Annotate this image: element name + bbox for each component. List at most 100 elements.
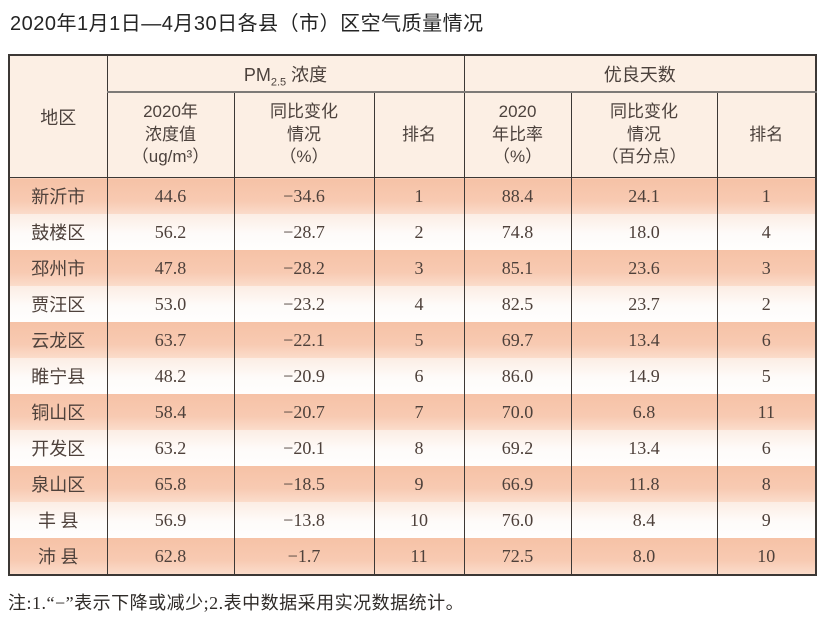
- cell-good-rate: 66.9: [463, 466, 572, 502]
- cell-pm-rank: 7: [373, 394, 465, 430]
- cell-good-rank: 8: [716, 466, 817, 502]
- cell-pm-change: −20.1: [233, 430, 375, 466]
- table-row: 沛 县 62.8 −1.7 11 72.5 8.0 10: [8, 538, 817, 575]
- cell-good-rank: 6: [716, 322, 817, 358]
- cell-pm-value: 44.6: [106, 177, 235, 214]
- cell-pm-rank: 1: [373, 177, 465, 214]
- cell-good-change: 23.6: [570, 250, 718, 286]
- cell-good-change: 18.0: [570, 214, 718, 250]
- cell-good-rate: 82.5: [463, 286, 572, 322]
- cell-good-change: 14.9: [570, 358, 718, 394]
- cell-good-rate: 76.0: [463, 502, 572, 538]
- cell-pm-rank: 9: [373, 466, 465, 502]
- cell-pm-rank: 3: [373, 250, 465, 286]
- table-row: 铜山区 58.4 −20.7 7 70.0 6.8 11: [8, 394, 817, 430]
- cell-good-rank: 9: [716, 502, 817, 538]
- cell-pm-rank: 10: [373, 502, 465, 538]
- table-row: 开发区 63.2 −20.1 8 69.2 13.4 6: [8, 430, 817, 466]
- cell-good-rank: 5: [716, 358, 817, 394]
- cell-region: 泉山区: [8, 466, 108, 502]
- column-header-good-rate: 2020 年比率 （%）: [463, 91, 572, 178]
- cell-pm-value: 53.0: [106, 286, 235, 322]
- cell-pm-rank: 4: [373, 286, 465, 322]
- cell-pm-change: −1.7: [233, 538, 375, 575]
- cell-good-change: 23.7: [570, 286, 718, 322]
- cell-good-rank: 11: [716, 394, 817, 430]
- cell-good-rank: 10: [716, 538, 817, 575]
- cell-region: 贾汪区: [8, 286, 108, 322]
- cell-pm-value: 56.2: [106, 214, 235, 250]
- table-row: 睢宁县 48.2 −20.9 6 86.0 14.9 5: [8, 358, 817, 394]
- cell-good-change: 13.4: [570, 430, 718, 466]
- cell-good-rank: 2: [716, 286, 817, 322]
- cell-region: 邳州市: [8, 250, 108, 286]
- cell-pm-change: −20.7: [233, 394, 375, 430]
- cell-region: 丰 县: [8, 502, 108, 538]
- column-header-good-change: 同比变化 情况 （百分点）: [570, 91, 718, 178]
- cell-pm-value: 56.9: [106, 502, 235, 538]
- table-row: 贾汪区 53.0 −23.2 4 82.5 23.7 2: [8, 286, 817, 322]
- cell-pm-value: 62.8: [106, 538, 235, 575]
- cell-pm-rank: 6: [373, 358, 465, 394]
- cell-pm-change: −22.1: [233, 322, 375, 358]
- cell-pm-rank: 2: [373, 214, 465, 250]
- cell-region: 沛 县: [8, 538, 108, 575]
- table-row: 泉山区 65.8 −18.5 9 66.9 11.8 8: [8, 466, 817, 502]
- table-body: 新沂市 44.6 −34.6 1 88.4 24.1 1 鼓楼区 56.2 −2…: [8, 177, 817, 575]
- pm-label-subscript: 2.5: [270, 76, 287, 89]
- header-sub-row: 2020年 浓度值 （ug/m³） 同比变化 情况 （%） 排名 2020 年比…: [9, 91, 817, 178]
- cell-good-rate: 86.0: [463, 358, 572, 394]
- column-group-good-days: 优良天数: [463, 54, 817, 93]
- cell-region: 铜山区: [8, 394, 108, 430]
- table-header: 地区 PM2.5 浓度 优良天数 2020年 浓度值 （ug/m³） 同比变化 …: [8, 54, 817, 178]
- pm-label-prefix: PM: [243, 64, 271, 85]
- cell-pm-change: −28.2: [233, 250, 375, 286]
- table-row: 新沂市 44.6 −34.6 1 88.4 24.1 1: [8, 177, 817, 214]
- column-header-good-rank: 排名: [716, 91, 817, 178]
- cell-pm-change: −13.8: [233, 502, 375, 538]
- cell-pm-change: −18.5: [233, 466, 375, 502]
- cell-good-rate: 74.8: [463, 214, 572, 250]
- cell-good-change: 11.8: [570, 466, 718, 502]
- cell-pm-change: −28.7: [233, 214, 375, 250]
- column-header-pm-value: 2020年 浓度值 （ug/m³）: [106, 91, 235, 178]
- cell-pm-change: −20.9: [233, 358, 375, 394]
- cell-pm-rank: 11: [373, 538, 465, 575]
- cell-pm-value: 58.4: [106, 394, 235, 430]
- cell-good-change: 8.4: [570, 502, 718, 538]
- cell-region: 开发区: [8, 430, 108, 466]
- table-row: 鼓楼区 56.2 −28.7 2 74.8 18.0 4: [8, 214, 817, 250]
- cell-good-rank: 4: [716, 214, 817, 250]
- cell-pm-change: −23.2: [233, 286, 375, 322]
- cell-good-rate: 72.5: [463, 538, 572, 575]
- table-row: 云龙区 63.7 −22.1 5 69.7 13.4 6: [8, 322, 817, 358]
- cell-good-change: 24.1: [570, 177, 718, 214]
- cell-pm-change: −34.6: [233, 177, 375, 214]
- cell-good-rate: 69.7: [463, 322, 572, 358]
- column-header-pm-rank: 排名: [373, 91, 465, 178]
- cell-good-rank: 6: [716, 430, 817, 466]
- cell-pm-value: 63.2: [106, 430, 235, 466]
- air-quality-table: 地区 PM2.5 浓度 优良天数 2020年 浓度值 （ug/m³） 同比变化 …: [8, 54, 818, 576]
- cell-good-change: 6.8: [570, 394, 718, 430]
- cell-pm-rank: 8: [373, 430, 465, 466]
- cell-region: 新沂市: [8, 177, 108, 214]
- cell-good-rate: 70.0: [463, 394, 572, 430]
- cell-pm-value: 47.8: [106, 250, 235, 286]
- cell-region: 睢宁县: [8, 358, 108, 394]
- cell-good-rate: 69.2: [463, 430, 572, 466]
- table-row: 丰 县 56.9 −13.8 10 76.0 8.4 9: [8, 502, 817, 538]
- column-header-region: 地区: [8, 54, 108, 178]
- cell-good-rate: 85.1: [463, 250, 572, 286]
- pm-label-suffix: 浓度: [286, 64, 328, 85]
- header-group-row: 地区 PM2.5 浓度 优良天数: [8, 54, 817, 178]
- cell-good-change: 8.0: [570, 538, 718, 575]
- column-group-pm25: PM2.5 浓度: [106, 54, 465, 93]
- cell-pm-value: 48.2: [106, 358, 235, 394]
- cell-good-rank: 1: [716, 177, 817, 214]
- footnote: 注:1.“−”表示下降或减少;2.表中数据采用实况数据统计。: [8, 593, 465, 613]
- table-row: 邳州市 47.8 −28.2 3 85.1 23.6 3: [8, 250, 817, 286]
- cell-pm-value: 65.8: [106, 466, 235, 502]
- cell-pm-rank: 5: [373, 322, 465, 358]
- cell-region: 鼓楼区: [8, 214, 108, 250]
